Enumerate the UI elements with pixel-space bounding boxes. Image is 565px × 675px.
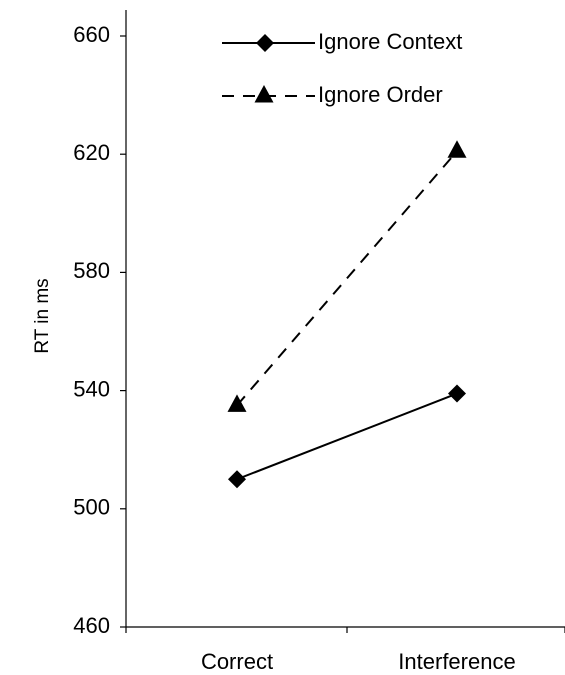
x-tick-label: Interference xyxy=(398,649,515,674)
y-tick-label: 620 xyxy=(73,140,110,165)
axes xyxy=(125,10,565,628)
y-tick-label: 580 xyxy=(73,258,110,283)
series-ignore-order xyxy=(227,140,467,412)
series-line xyxy=(236,392,458,481)
x-tick-label: Correct xyxy=(201,649,273,674)
data-point-triangle xyxy=(447,140,467,158)
legend-marker-diamond xyxy=(256,34,274,52)
y-tick-label: 500 xyxy=(73,495,110,520)
data-point-diamond xyxy=(448,384,466,403)
data-point-diamond xyxy=(228,470,246,489)
data-point-triangle xyxy=(227,394,247,412)
x-axis-ticks: Correct Interference xyxy=(125,627,565,674)
series-line xyxy=(236,150,458,407)
legend-marker-triangle xyxy=(254,85,274,103)
y-axis-ticks: 460 500 540 580 620 660 xyxy=(73,22,126,638)
legend-item: Ignore Order xyxy=(222,82,443,107)
legend: Ignore Context Ignore Order xyxy=(222,29,462,107)
series-ignore-context xyxy=(228,384,466,489)
legend-label: Ignore Context xyxy=(318,29,462,54)
y-tick-label: 460 xyxy=(73,613,110,638)
legend-item: Ignore Context xyxy=(222,29,462,54)
legend-label: Ignore Order xyxy=(318,82,443,107)
y-tick-label: 540 xyxy=(73,376,110,401)
series-group xyxy=(227,140,467,489)
y-tick-label: 660 xyxy=(73,22,110,47)
y-axis-title: RT in ms xyxy=(32,278,53,353)
